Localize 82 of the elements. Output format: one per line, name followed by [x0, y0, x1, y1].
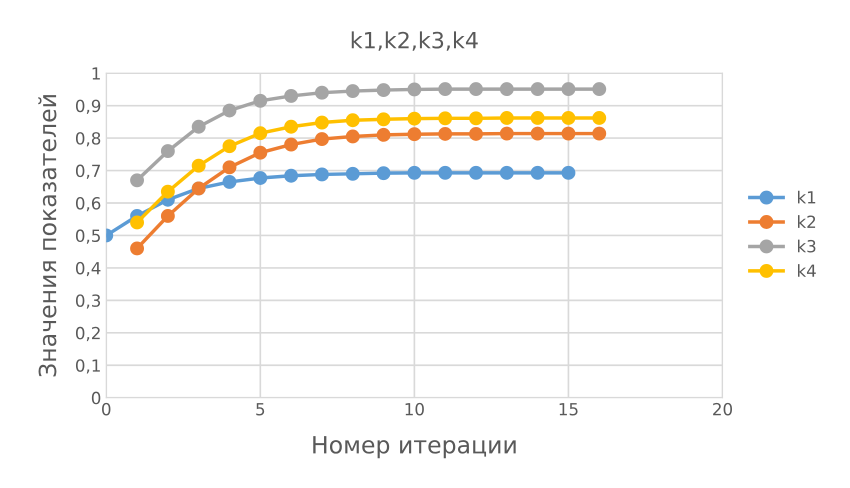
point: [192, 120, 206, 134]
point: [561, 126, 576, 141]
y-tick-label: 0,1: [76, 359, 100, 374]
point: [530, 126, 545, 141]
point: [160, 144, 175, 158]
point: [469, 111, 483, 126]
point: [530, 82, 545, 96]
point: [438, 111, 452, 126]
point: [130, 173, 144, 188]
point: [469, 166, 483, 180]
point: [438, 82, 452, 96]
point: [500, 166, 514, 180]
point: [530, 166, 545, 180]
point: [407, 112, 422, 126]
point: [376, 166, 391, 180]
point: [376, 128, 391, 142]
point: [376, 83, 391, 98]
chart-title: k1,k2,k3,k4: [352, 31, 478, 51]
point: [592, 82, 606, 96]
y-tick-label: 0,5: [76, 229, 100, 244]
legend-label: k3: [798, 240, 816, 253]
point: [314, 132, 329, 146]
legend-label: k4: [798, 264, 816, 277]
point: [438, 126, 452, 141]
y-tick-label: 0,8: [76, 132, 100, 146]
y-tick-label: 0,3: [76, 294, 100, 309]
point: [284, 120, 298, 134]
point: [160, 184, 175, 199]
y-tick-label: 0: [92, 392, 100, 404]
y-axis-title: Значения показателей: [38, 95, 56, 376]
point: [253, 146, 268, 160]
point: [130, 241, 144, 256]
point: [314, 168, 329, 182]
point: [284, 168, 298, 183]
point: [346, 113, 360, 128]
point: [469, 126, 483, 141]
point: [407, 166, 422, 180]
point: [500, 126, 514, 141]
point: [561, 111, 576, 125]
point: [500, 111, 514, 125]
y-tick-label: 0,6: [76, 196, 100, 212]
point: [592, 126, 606, 141]
point: [346, 84, 360, 98]
point: [253, 171, 268, 185]
point: [530, 111, 545, 125]
point: [561, 82, 576, 96]
x-axis-title: Номер итерации: [313, 436, 516, 458]
point: [222, 139, 236, 154]
point: [561, 166, 576, 180]
point: [438, 166, 452, 180]
point: [130, 216, 144, 230]
point: [407, 82, 422, 96]
x-tick-label: 20: [713, 402, 732, 416]
point: [284, 88, 298, 103]
point: [192, 158, 206, 173]
x-tick-label: 15: [560, 403, 578, 416]
point: [346, 130, 360, 144]
point: [222, 174, 236, 189]
point: [160, 209, 175, 223]
point: [469, 82, 483, 96]
point: [222, 104, 236, 118]
point: [592, 111, 606, 125]
legend-label: k1: [798, 190, 816, 204]
point: [500, 82, 514, 96]
y-tick-label: 0,9: [76, 100, 100, 114]
x-tick-label: 0: [102, 402, 110, 416]
y-tick-label: 0,2: [76, 326, 100, 342]
point: [284, 138, 298, 152]
y-tick-label: 0,4: [76, 262, 100, 276]
x-tick-label: 10: [406, 402, 424, 416]
x-tick-label: 5: [256, 403, 264, 416]
point: [407, 127, 422, 142]
point: [222, 160, 236, 174]
point: [314, 86, 329, 100]
legend-label: k2: [798, 215, 816, 228]
point: [253, 126, 268, 140]
point: [253, 94, 268, 108]
point: [314, 116, 329, 130]
y-tick-label: 1: [92, 67, 100, 80]
point: [346, 166, 360, 181]
y-tick-label: 0,7: [76, 164, 100, 179]
point: [376, 112, 391, 126]
